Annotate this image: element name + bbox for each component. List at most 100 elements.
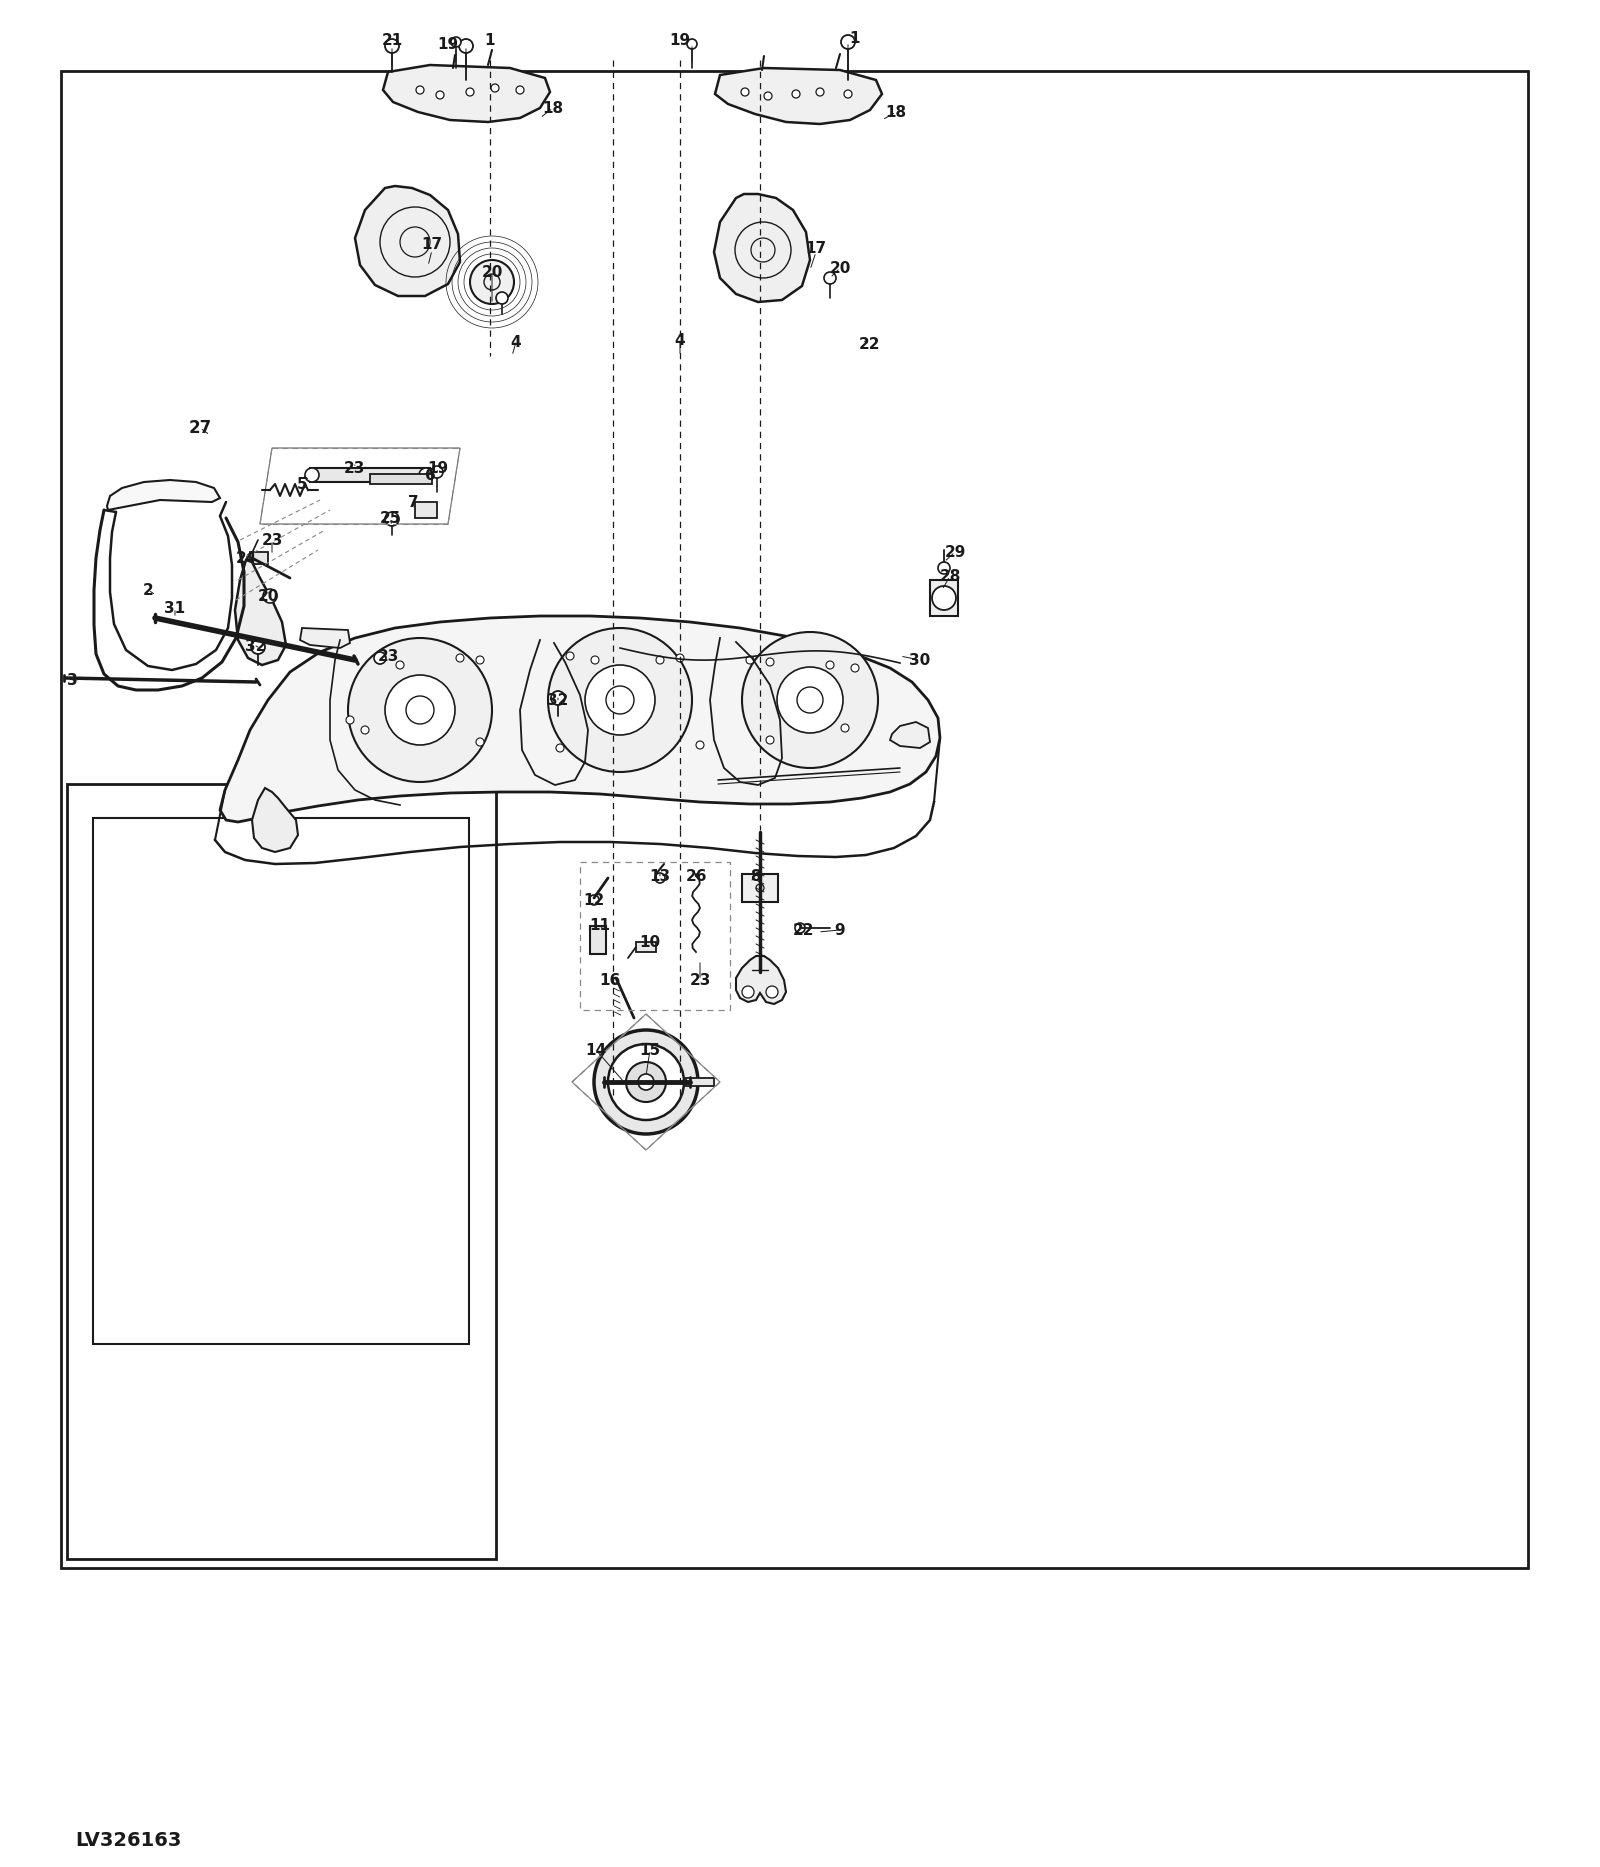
- Circle shape: [816, 88, 824, 95]
- Text: 7: 7: [408, 495, 418, 510]
- Circle shape: [496, 291, 509, 304]
- Circle shape: [386, 39, 398, 52]
- Bar: [637, 943, 656, 952]
- Text: 13: 13: [650, 868, 670, 883]
- Circle shape: [797, 687, 822, 713]
- Circle shape: [938, 562, 950, 573]
- Circle shape: [589, 894, 598, 905]
- Circle shape: [842, 724, 850, 732]
- Circle shape: [851, 665, 859, 672]
- Circle shape: [517, 86, 525, 93]
- Bar: [93, 818, 469, 1344]
- Text: 14: 14: [586, 1042, 606, 1057]
- Text: 10: 10: [640, 935, 661, 950]
- Text: 23: 23: [690, 973, 710, 988]
- Polygon shape: [715, 67, 882, 123]
- Polygon shape: [253, 788, 298, 851]
- Circle shape: [778, 667, 843, 734]
- Text: 23: 23: [344, 461, 365, 476]
- Text: 23: 23: [378, 648, 398, 663]
- Text: 22: 22: [859, 336, 880, 351]
- Text: 3: 3: [67, 672, 77, 687]
- Text: 18: 18: [885, 105, 907, 119]
- Text: 32: 32: [245, 639, 267, 653]
- Circle shape: [246, 553, 258, 564]
- Text: 4: 4: [510, 334, 522, 349]
- Polygon shape: [221, 616, 941, 821]
- Circle shape: [374, 652, 386, 665]
- Text: 31: 31: [165, 601, 186, 616]
- Text: 15: 15: [640, 1042, 661, 1057]
- Polygon shape: [736, 956, 786, 1004]
- Bar: [61, 71, 1528, 1568]
- Circle shape: [251, 640, 266, 653]
- Text: 32: 32: [547, 693, 568, 708]
- Circle shape: [470, 260, 514, 304]
- Circle shape: [386, 512, 398, 526]
- Circle shape: [686, 39, 698, 49]
- Circle shape: [549, 627, 693, 771]
- Text: 23: 23: [261, 532, 283, 547]
- Text: 4: 4: [675, 332, 685, 347]
- Polygon shape: [355, 187, 461, 297]
- Polygon shape: [301, 627, 350, 648]
- Circle shape: [795, 922, 805, 934]
- Text: 28: 28: [939, 568, 960, 584]
- Bar: [742, 874, 778, 902]
- Text: 17: 17: [805, 241, 827, 256]
- Circle shape: [262, 588, 277, 603]
- Circle shape: [491, 84, 499, 91]
- Text: 25: 25: [379, 510, 400, 525]
- Circle shape: [349, 639, 493, 782]
- Text: 20: 20: [482, 265, 502, 280]
- Text: 27: 27: [189, 418, 211, 437]
- Bar: [414, 502, 437, 517]
- Text: 20: 20: [258, 588, 278, 603]
- Text: 20: 20: [829, 261, 851, 276]
- Text: 26: 26: [685, 868, 707, 883]
- Text: 2: 2: [142, 583, 154, 597]
- Circle shape: [406, 696, 434, 724]
- Text: 18: 18: [542, 101, 563, 116]
- Circle shape: [677, 653, 685, 663]
- Circle shape: [306, 469, 318, 482]
- Text: 1: 1: [850, 30, 861, 45]
- Text: 6: 6: [424, 467, 435, 482]
- Circle shape: [459, 39, 474, 52]
- Circle shape: [741, 88, 749, 95]
- Circle shape: [594, 1031, 698, 1133]
- Circle shape: [696, 741, 704, 749]
- Text: 16: 16: [600, 973, 621, 988]
- Text: 11: 11: [589, 917, 611, 932]
- Circle shape: [397, 661, 405, 668]
- Circle shape: [742, 986, 754, 999]
- Circle shape: [586, 665, 654, 736]
- Bar: [370, 474, 432, 484]
- Circle shape: [590, 655, 598, 665]
- Circle shape: [346, 717, 354, 724]
- Circle shape: [606, 685, 634, 713]
- Bar: [310, 469, 430, 482]
- Text: 19: 19: [437, 37, 459, 52]
- Circle shape: [746, 655, 754, 665]
- Circle shape: [557, 745, 565, 752]
- Text: 8: 8: [750, 868, 760, 883]
- Polygon shape: [890, 723, 930, 749]
- Polygon shape: [235, 560, 286, 665]
- Circle shape: [845, 90, 851, 97]
- Circle shape: [477, 655, 485, 665]
- Text: 21: 21: [381, 32, 403, 47]
- Circle shape: [826, 661, 834, 668]
- Circle shape: [435, 91, 445, 99]
- Text: 24: 24: [235, 551, 256, 566]
- Circle shape: [430, 467, 443, 478]
- Circle shape: [766, 736, 774, 745]
- Circle shape: [638, 1074, 654, 1090]
- Text: 12: 12: [584, 892, 605, 907]
- Circle shape: [386, 676, 454, 745]
- Circle shape: [376, 655, 384, 665]
- Circle shape: [566, 652, 574, 661]
- Circle shape: [842, 35, 854, 49]
- Circle shape: [456, 653, 464, 663]
- Circle shape: [766, 986, 778, 999]
